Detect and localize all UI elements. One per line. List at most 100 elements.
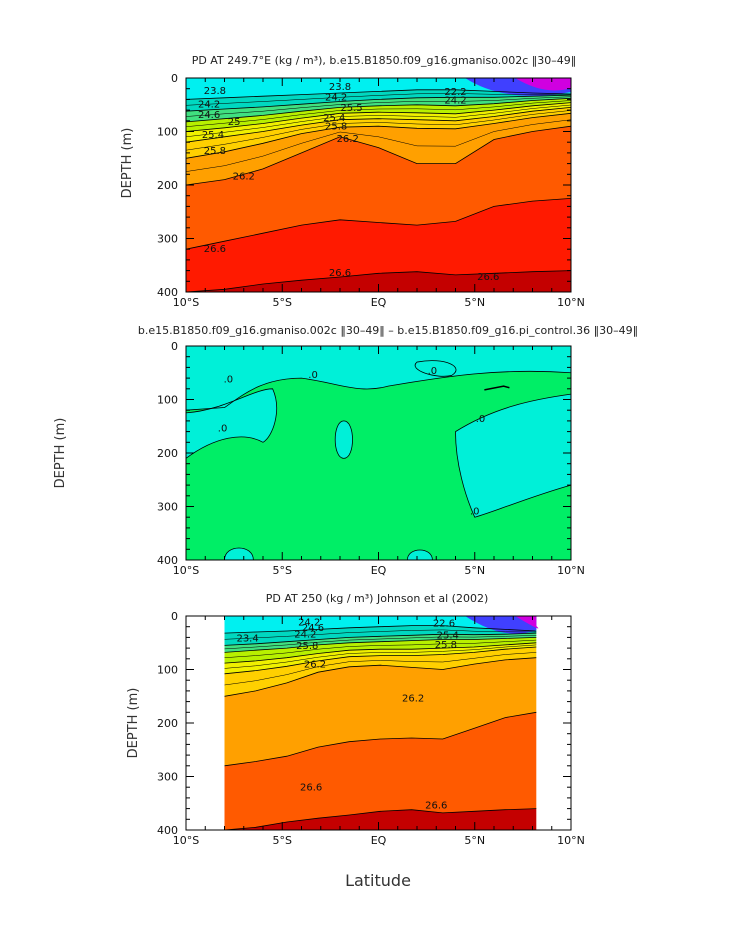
contour-label: 25.4 (202, 130, 224, 141)
panel-3: PD AT 250 (kg / m³) Johnson et al (2002)… (126, 592, 585, 847)
y-tick-label: 0 (171, 72, 178, 85)
x-tick-label: EQ (371, 296, 387, 309)
contour-label: 26.6 (425, 801, 447, 812)
contour-label: 25.5 (340, 103, 362, 114)
contour-label: .0 (470, 507, 480, 518)
zero-contour-small (484, 385, 510, 391)
contour-label: 24.2 (444, 96, 466, 107)
contour-label: 26.2 (337, 134, 359, 145)
x-tick-label: 10°S (173, 564, 199, 577)
contour-line (224, 711, 537, 767)
panel-2-title: b.e15.B1850.f09_g16.gmaniso.002c ‖30–49‖… (138, 324, 638, 337)
density-band (224, 633, 537, 653)
figure-xlabel: Latitude (345, 871, 411, 890)
x-tick-label: 5°S (273, 296, 292, 309)
y-tick-label: 400 (157, 554, 178, 567)
y-tick-label: 0 (171, 610, 178, 623)
x-tick-label: 10°S (173, 296, 199, 309)
contour-label: 25 (228, 117, 241, 128)
density-band (224, 637, 537, 664)
contour-line (224, 808, 537, 831)
density-band (186, 98, 571, 132)
panel-1-axes: 10°S 5°S EQ 5°N 10°N 0 100 200 300 400 (157, 72, 585, 309)
panel-2-ylabel: DEPTH (m) (53, 418, 68, 489)
contour-label: 23.8 (329, 82, 351, 93)
panel-3-plot (224, 616, 539, 830)
y-tick-label: 200 (157, 179, 178, 192)
contour-label: 25.8 (435, 640, 457, 651)
density-band (186, 113, 571, 185)
density-band (224, 657, 537, 766)
contour-label: 26.2 (402, 694, 424, 705)
low-density-blue (465, 616, 537, 634)
panel-1-title: PD AT 249.7°E (kg / m³), b.e15.B1850.f09… (192, 54, 577, 67)
contour-line (224, 657, 537, 697)
density-band-deep (224, 808, 537, 830)
negative-region (224, 547, 254, 560)
y-tick-label: 200 (157, 447, 178, 460)
contour-label: 24.2 (325, 92, 347, 103)
contour-label: 25.8 (204, 146, 226, 157)
panel-1-ylabel: DEPTH (m) (120, 128, 135, 199)
x-tick-label: 10°N (557, 834, 585, 847)
density-band (224, 712, 537, 830)
panel-1-plot (186, 78, 571, 292)
y-tick-label: 400 (157, 824, 178, 837)
negative-region (335, 420, 353, 459)
y-tick-label: 300 (157, 771, 178, 784)
y-tick-label: 100 (157, 126, 178, 139)
contour-label: 25.4 (437, 630, 459, 641)
contour-line (185, 198, 572, 250)
contour-line (224, 632, 537, 646)
contour-label: 26.6 (477, 272, 499, 283)
contour-label: 24.2 (198, 99, 220, 110)
zero-contour (185, 388, 277, 460)
density-band (186, 95, 571, 122)
contour-label: 23.8 (204, 86, 226, 97)
contour-line (185, 94, 572, 112)
contour-label: .0 (224, 374, 234, 385)
contour-label: .0 (428, 366, 438, 377)
contour-label: 26.2 (304, 659, 326, 670)
contour-line (185, 125, 572, 186)
contour-line-minor (185, 93, 571, 106)
panel-2: b.e15.B1850.f09_g16.gmaniso.002c ‖30–49‖… (53, 324, 638, 577)
contour-label: 25.4 (323, 113, 345, 124)
contour-line-minor (185, 119, 572, 172)
panel-1-contour-labels: 23.8 23.824.224.224.62525.425.826.226.226… (198, 82, 499, 283)
contour-line (185, 102, 572, 132)
panel-2-plot (186, 346, 571, 560)
panel-3-ylabel: DEPTH (m) (126, 688, 141, 759)
contour-label: 24.6 (198, 110, 220, 121)
x-tick-label: EQ (371, 834, 387, 847)
contour-line-minor (224, 644, 537, 669)
y-tick-label: 300 (157, 233, 178, 246)
contour-label: 24.2 (294, 629, 316, 640)
x-tick-label: 10°N (557, 564, 585, 577)
contour-label: 25.8 (296, 641, 318, 652)
x-tick-label: 10°S (173, 834, 199, 847)
density-band (186, 126, 571, 250)
contour-line-minor (185, 104, 572, 138)
panel-2-contours (185, 345, 572, 561)
contour-line-minor (224, 635, 537, 650)
contour-line (185, 97, 572, 123)
zero-contour (185, 345, 572, 411)
contour-line-minor (224, 629, 537, 640)
contour-label: 26.6 (329, 268, 351, 279)
negative-region (455, 394, 571, 518)
contour-label: 25.8 (325, 121, 347, 132)
contour-label: .0 (476, 414, 486, 425)
contour-line-minor (185, 96, 572, 117)
contour-line (185, 112, 572, 159)
x-tick-label: 5°N (464, 564, 485, 577)
contour-line (185, 270, 572, 293)
x-tick-label: 5°S (273, 564, 292, 577)
contour-label: 23.4 (236, 634, 258, 645)
contour-line-minor (185, 100, 572, 127)
panel-3-contour-labels: 23.422.624.225.825.826.226.226.626.624.2… (236, 618, 458, 812)
negative-region (415, 360, 457, 377)
panel-3-title: PD AT 250 (kg / m³) Johnson et al (2002) (266, 592, 489, 605)
contour-label: .0 (308, 370, 318, 381)
